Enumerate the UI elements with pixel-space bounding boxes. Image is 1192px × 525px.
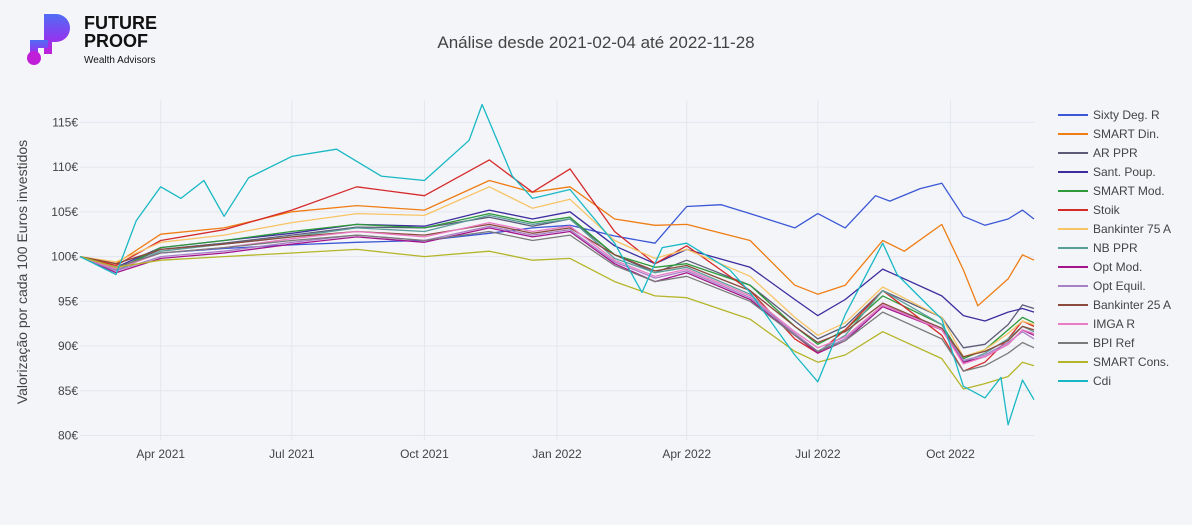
y-tick-labels: 80€ 85€ 90€ 95€ 100€ 105€ 110€ 115€ — [51, 115, 78, 442]
legend-item[interactable]: SMART Mod. — [1058, 184, 1165, 198]
future-proof-logo: FUTURE PROOF Wealth Advisors — [26, 12, 176, 68]
legend-label: Bankinter 75 A — [1093, 222, 1171, 236]
legend-item[interactable]: Sant. Poup. — [1058, 165, 1156, 179]
legend-item[interactable]: IMGA R — [1058, 317, 1135, 331]
y-tick-label: 100€ — [51, 250, 78, 264]
legend-item[interactable]: Opt Mod. — [1058, 260, 1142, 274]
legend-label: BPI Ref — [1093, 336, 1135, 350]
series-line-0 — [79, 182, 1035, 268]
legend-item[interactable]: SMART Cons. — [1058, 355, 1169, 369]
logo-tagline: Wealth Advisors — [84, 55, 156, 66]
y-tick-label: 110€ — [52, 160, 78, 174]
series-line-1 — [79, 179, 1035, 307]
logo-line-2: PROOF — [84, 31, 148, 51]
legend-item[interactable]: AR PPR — [1058, 146, 1138, 160]
series-line-2 — [79, 216, 1035, 349]
y-tick-label: 85€ — [58, 384, 78, 398]
legend-label: Opt Equil. — [1093, 279, 1146, 293]
y-tick-label: 105€ — [51, 205, 78, 219]
y-tick-label: 90€ — [58, 339, 78, 353]
grid-lines — [80, 100, 1034, 440]
legend[interactable]: Sixty Deg. R SMART Din. AR PPR Sant. Poup. S… — [1058, 108, 1171, 388]
series-lines — [79, 103, 1035, 426]
series-line-3 — [79, 209, 1035, 322]
legend-item[interactable]: Stoik — [1058, 203, 1121, 217]
legend-label: NB PPR — [1093, 241, 1138, 255]
legend-label: SMART Mod. — [1093, 184, 1165, 198]
legend-item[interactable]: NB PPR — [1058, 241, 1138, 255]
x-tick-label: Oct 2022 — [926, 447, 975, 461]
x-tick-label: Jul 2021 — [269, 447, 315, 461]
x-tick-label: Oct 2021 — [400, 447, 449, 461]
logo-line-1: FUTURE — [84, 13, 157, 33]
legend-label: Bankinter 25 A — [1093, 298, 1171, 312]
legend-item[interactable]: BPI Ref — [1058, 336, 1135, 350]
legend-label: SMART Cons. — [1093, 355, 1169, 369]
legend-label: SMART Din. — [1093, 127, 1159, 141]
legend-item[interactable]: Sixty Deg. R — [1058, 108, 1160, 122]
legend-item[interactable]: Bankinter 25 A — [1058, 298, 1171, 312]
legend-label: Sixty Deg. R — [1093, 108, 1160, 122]
legend-label: Opt Mod. — [1093, 260, 1142, 274]
legend-item[interactable]: Bankinter 75 A — [1058, 222, 1171, 236]
series-line-9 — [79, 225, 1035, 362]
legend-label: IMGA R — [1093, 317, 1135, 331]
chart-title: Análise desde 2021-02-04 até 2022-11-28 — [437, 33, 755, 52]
series-line-12 — [79, 230, 1035, 372]
series-line-14 — [79, 103, 1035, 426]
x-tick-labels: Apr 2021 Jul 2021 Oct 2021 Jan 2022 Apr 2022… — [136, 447, 975, 461]
y-tick-label: 115€ — [52, 115, 78, 129]
x-tick-label: Jul 2022 — [795, 447, 841, 461]
series-line-11 — [79, 221, 1035, 365]
series-line-8 — [79, 227, 1035, 363]
legend-item[interactable]: SMART Din. — [1058, 127, 1159, 141]
x-tick-label: Jan 2022 — [532, 447, 582, 461]
legend-label: Cdi — [1093, 374, 1111, 388]
y-axis-title: Valorização por cada 100 Euros investido… — [14, 140, 30, 404]
legend-label: AR PPR — [1093, 146, 1138, 160]
legend-label: Stoik — [1093, 203, 1121, 217]
series-line-10 — [79, 223, 1035, 358]
logo-mark-icon — [27, 14, 70, 65]
legend-item[interactable]: Cdi — [1058, 374, 1111, 388]
legend-item[interactable]: Opt Equil. — [1058, 279, 1146, 293]
series-line-4 — [79, 212, 1035, 360]
x-tick-label: Apr 2022 — [662, 447, 711, 461]
legend-label: Sant. Poup. — [1093, 165, 1156, 179]
x-tick-label: Apr 2021 — [136, 447, 185, 461]
y-tick-label: 80€ — [58, 429, 78, 443]
y-tick-label: 95€ — [58, 294, 78, 308]
